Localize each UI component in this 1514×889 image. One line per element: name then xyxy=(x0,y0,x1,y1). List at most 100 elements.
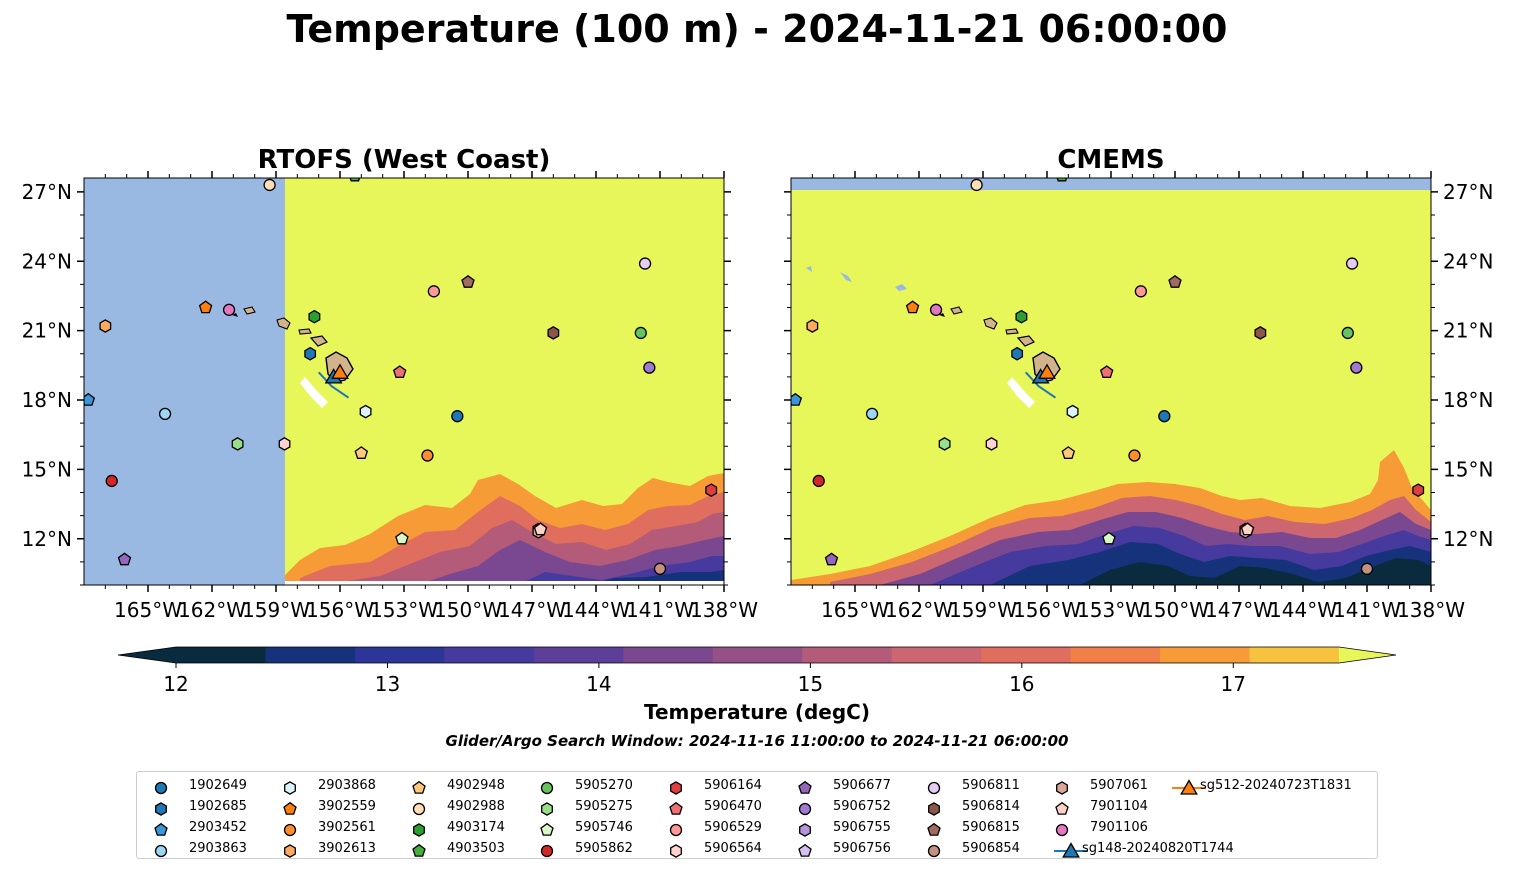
float-marker-3902613 xyxy=(806,319,819,333)
legend-item: sg148-20240820T1744 xyxy=(1046,839,1234,860)
colorbar-segment xyxy=(1070,647,1161,663)
legend-pentagon-symbol xyxy=(283,801,297,815)
colorbar-segment xyxy=(354,647,445,663)
float-legend: 1902649 1902685 2903452 2903863 2903868 39025… xyxy=(136,771,1378,859)
legend-label: 3902561 xyxy=(318,820,376,835)
legend-pentagon-symbol xyxy=(540,822,554,836)
float-marker-3902613 xyxy=(99,319,112,333)
colorbar-segment xyxy=(265,647,356,663)
rtofs-float-markers xyxy=(84,178,718,575)
rtofs-axes: 165°W162°W159°W156°W153°W150°W147°W144°W… xyxy=(22,171,758,622)
float-marker-5905275 xyxy=(231,437,244,451)
legend-hexagon-symbol xyxy=(670,781,682,795)
legend-label: 5906755 xyxy=(833,820,891,835)
float-marker-1902649 xyxy=(451,410,464,423)
cmems-float-markers xyxy=(791,178,1425,575)
legend-hexagon-symbol xyxy=(799,823,811,837)
legend-marker-hexagon xyxy=(155,802,167,816)
legend-circle-symbol xyxy=(669,823,683,837)
float-marker-7901104 xyxy=(533,522,548,536)
legend-item: 3902559 xyxy=(274,797,404,818)
legend-item: 2903868 xyxy=(274,776,404,797)
float-marker-5906470 xyxy=(1099,365,1114,378)
float-marker-2903863 xyxy=(158,407,172,421)
x-tick-label: 165°W xyxy=(114,598,182,622)
legend-label: 5907061 xyxy=(1090,778,1148,793)
legend-marker-circle xyxy=(669,823,683,837)
legend-item: 1902649 xyxy=(145,776,275,797)
float-marker-4902948 xyxy=(354,446,369,459)
float-marker-5906811 xyxy=(638,257,652,270)
float-marker-3902559 xyxy=(198,300,213,314)
legend-item: 5906814 xyxy=(918,797,1048,818)
float-marker-5905862 xyxy=(812,474,825,488)
legend-label: 2903863 xyxy=(189,841,247,856)
float-marker-2903452 xyxy=(84,392,96,406)
x-tick-label: 144°W xyxy=(562,598,630,622)
legend-marker-pentagon xyxy=(669,801,683,815)
colorbar-tick-label: 16 xyxy=(1009,672,1034,696)
legend-circle-symbol xyxy=(154,781,168,795)
legend-label: 5906677 xyxy=(833,778,891,793)
legend-item: 7901104 xyxy=(1046,797,1176,818)
x-tick-label: 147°W xyxy=(1205,598,1273,622)
legend-column: 5906164 5906470 5906529 5906564 xyxy=(660,776,790,860)
float-marker-2903452 xyxy=(791,392,803,406)
legend-marker-pentagon xyxy=(927,822,941,836)
legend-hexagon-symbol xyxy=(413,823,425,837)
float-marker-5905270 xyxy=(1341,326,1354,340)
legend-marker-hexagon xyxy=(413,823,425,837)
legend-triangle-symbol xyxy=(1180,779,1198,795)
y-tick-label: 12°N xyxy=(1443,527,1493,551)
legend-item: 5905275 xyxy=(531,797,661,818)
float-marker-5906564 xyxy=(985,437,998,451)
legend-column: 5905270 5905275 5905746 5905862 xyxy=(531,776,661,860)
colorbar-tick-label: 15 xyxy=(798,672,823,696)
legend-item: 5906470 xyxy=(660,797,790,818)
colorbar-segment xyxy=(1160,647,1251,663)
legend-column: sg512-20240723T1831 xyxy=(1164,776,1352,797)
colorbar-label: Temperature (degC) xyxy=(644,700,870,724)
colorbar-segment xyxy=(891,647,982,663)
legend-item: 5906854 xyxy=(918,839,1048,860)
x-tick-label: 141°W xyxy=(626,598,694,622)
float-marker-5906470 xyxy=(392,365,407,378)
colorbar-segment xyxy=(176,647,266,663)
legend-label: sg148-20240820T1744 xyxy=(1082,841,1234,856)
float-marker-5906677 xyxy=(117,552,132,566)
float-marker-5906164 xyxy=(705,483,718,498)
float-marker-3902559 xyxy=(905,300,920,314)
legend-marker-pentagon xyxy=(1055,801,1069,815)
float-marker-5906815 xyxy=(461,275,475,288)
float-marker-5906529 xyxy=(427,285,441,298)
colorbar-segment xyxy=(712,647,803,663)
legend-marker-pentagon xyxy=(412,843,426,857)
x-tick-label: 162°W xyxy=(885,598,953,622)
legend-hexagon-symbol xyxy=(284,844,296,858)
float-marker-5905275 xyxy=(938,437,951,451)
legend-marker-hexagon xyxy=(670,844,682,858)
y-tick-label: 21°N xyxy=(1443,319,1493,343)
legend-marker-hexagon xyxy=(284,781,296,795)
cmems-map-panel: CMEMS xyxy=(784,145,1493,622)
legend-item: 1902685 xyxy=(145,797,275,818)
legend-label: 5906854 xyxy=(962,841,1020,856)
legend-item: 5905746 xyxy=(531,818,661,839)
legend-label: 5906164 xyxy=(704,778,762,793)
legend-label: sg512-20240723T1831 xyxy=(1200,778,1352,793)
float-marker-2903868 xyxy=(1066,404,1079,419)
legend-label: 2903868 xyxy=(318,778,376,793)
x-tick-label: 156°W xyxy=(306,598,374,622)
float-marker-7901104 xyxy=(1240,522,1255,536)
float-marker-4903503 xyxy=(349,178,361,182)
rtofs-map-panel: RTOFS (West Coast) xyxy=(22,145,759,622)
legend-hexagon-symbol xyxy=(928,802,940,816)
legend-marker-pentagon xyxy=(798,843,812,857)
legend-column: 1902649 1902685 2903452 2903863 xyxy=(145,776,275,860)
colorbar-segment xyxy=(444,647,535,663)
colorbar-tick-label: 14 xyxy=(586,672,611,696)
y-tick-label: 12°N xyxy=(22,527,72,551)
colorbar-tick-label: 17 xyxy=(1221,672,1246,696)
y-tick-label: 15°N xyxy=(22,457,72,481)
x-tick-label: 138°W xyxy=(1397,598,1465,622)
